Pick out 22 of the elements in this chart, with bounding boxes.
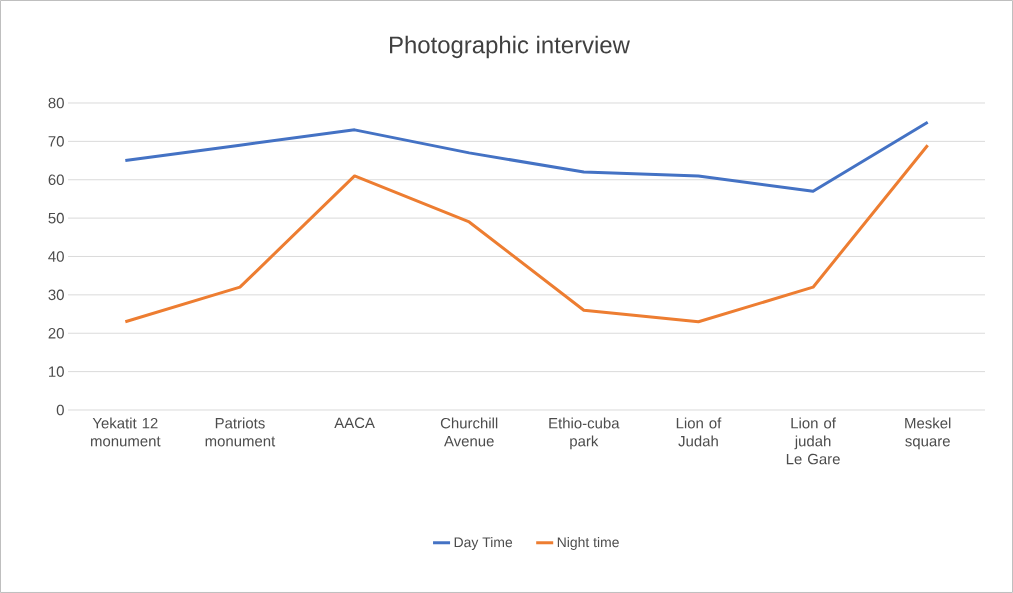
line-series: [123, 120, 930, 193]
legend-label: Night time: [557, 536, 619, 550]
x-tick-label: Lion of Judah: [676, 417, 722, 447]
x-tick-label: Ethio-cuba park: [549, 417, 620, 450]
y-tick-label: 10: [49, 366, 64, 377]
chart-title: Photographic interview: [390, 35, 630, 59]
x-tick-label: Patriots monument: [205, 417, 276, 447]
x-tick-label: Yekatit 12 monument: [91, 417, 161, 447]
y-tick-label: 50: [48, 212, 64, 224]
line-series: [123, 143, 930, 324]
y-tick-label: 80: [48, 97, 64, 109]
x-tick-label: Meskel square: [905, 417, 951, 450]
x-tick-label: AACA: [334, 417, 375, 429]
y-tick-label: 30: [48, 289, 64, 301]
y-tick-label: 40: [48, 251, 64, 262]
x-tick-label: Lion of judah Le Gare: [786, 417, 840, 465]
y-tick-label: 60: [48, 174, 64, 186]
y-tick-label: 70: [48, 136, 64, 147]
legend-label: Day Time: [454, 536, 513, 550]
y-tick-label: 20: [48, 327, 64, 339]
x-tick-label: Churchill Avenue: [440, 417, 498, 447]
y-tick-label: 0: [56, 404, 64, 416]
